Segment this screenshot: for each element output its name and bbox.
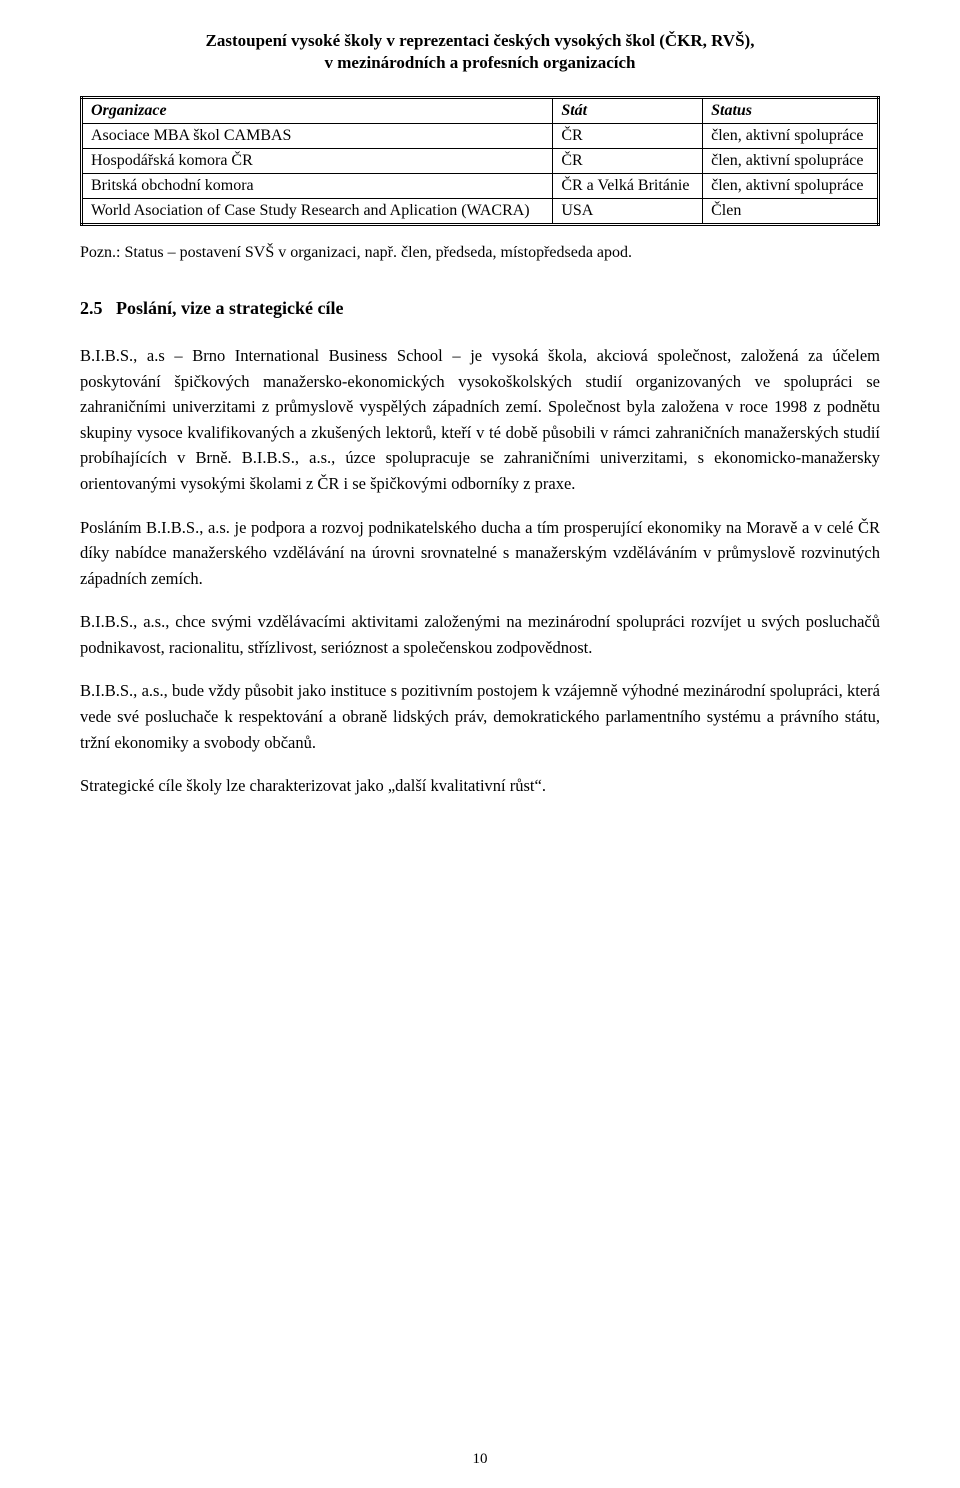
cell-status: člen, aktivní spolupráce: [703, 174, 879, 199]
table-header-stat: Stát: [553, 98, 703, 124]
cell-org: World Asociation of Case Study Research …: [82, 199, 553, 225]
cell-org: Britská obchodní komora: [82, 174, 553, 199]
paragraph: B.I.B.S., a.s., chce svými vzdělávacími …: [80, 609, 880, 660]
table-row: Asociace MBA škol CAMBAS ČR člen, aktivn…: [82, 124, 879, 149]
paragraph: Strategické cíle školy lze charakterizov…: [80, 773, 880, 799]
cell-status: člen, aktivní spolupráce: [703, 124, 879, 149]
organizations-table: Organizace Stát Status Asociace MBA škol…: [80, 96, 880, 226]
page-number: 10: [0, 1451, 960, 1468]
table-header-row: Organizace Stát Status: [82, 98, 879, 124]
table-row: Britská obchodní komora ČR a Velká Britá…: [82, 174, 879, 199]
cell-org: Hospodářská komora ČR: [82, 149, 553, 174]
document-page: Zastoupení vysoké školy v reprezentaci č…: [0, 0, 960, 1488]
cell-state: ČR: [553, 149, 703, 174]
section-number: 2.5: [80, 298, 103, 318]
section-heading: 2.5 Poslání, vize a strategické cíle: [80, 298, 880, 319]
paragraph: B.I.B.S., a.s., bude vždy působit jako i…: [80, 678, 880, 755]
table-header-organizace: Organizace: [82, 98, 553, 124]
cell-state: USA: [553, 199, 703, 225]
cell-state: ČR: [553, 124, 703, 149]
paragraph: B.I.B.S., a.s – Brno International Busin…: [80, 343, 880, 496]
heading-line-1: Zastoupení vysoké školy v reprezentaci č…: [206, 31, 755, 50]
cell-status: Člen: [703, 199, 879, 225]
paragraph: Posláním B.I.B.S., a.s. je podpora a roz…: [80, 515, 880, 592]
table-header-status: Status: [703, 98, 879, 124]
cell-state: ČR a Velká Británie: [553, 174, 703, 199]
table-row: Hospodářská komora ČR ČR člen, aktivní s…: [82, 149, 879, 174]
document-heading: Zastoupení vysoké školy v reprezentaci č…: [80, 30, 880, 74]
cell-org: Asociace MBA škol CAMBAS: [82, 124, 553, 149]
table-note: Pozn.: Status – postavení SVŠ v organiza…: [80, 244, 880, 262]
cell-status: člen, aktivní spolupráce: [703, 149, 879, 174]
table-row: World Asociation of Case Study Research …: [82, 199, 879, 225]
heading-line-2: v mezinárodních a profesních organizacíc…: [324, 53, 635, 72]
section-title: Poslání, vize a strategické cíle: [116, 298, 343, 318]
